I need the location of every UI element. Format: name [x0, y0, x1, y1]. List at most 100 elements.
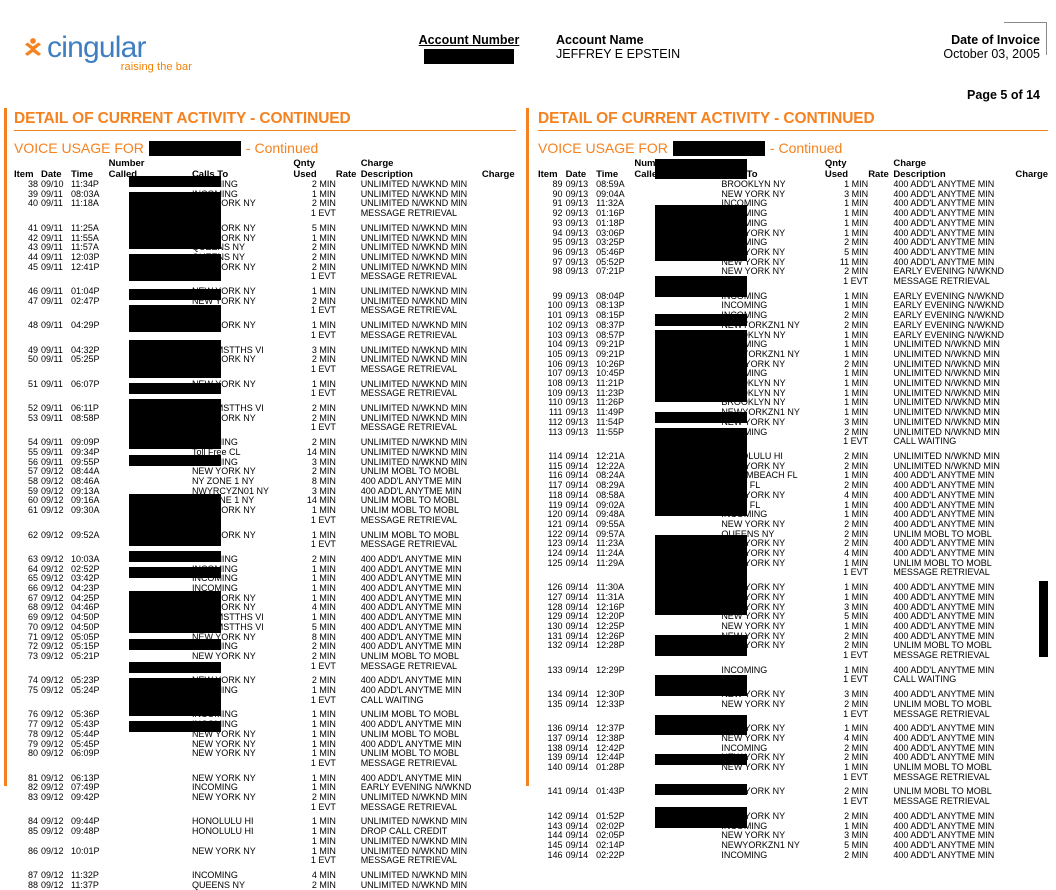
cell-desc: CALL WAITING — [893, 674, 957, 685]
cell-charge — [1015, 831, 1056, 841]
cell-date: 09/11 — [41, 446, 63, 457]
cell-number-called — [109, 749, 192, 759]
activity-columns: DETAIL OF CURRENT ACTIVITY - CONTINUED V… — [0, 108, 1056, 889]
cell-item: 146 — [547, 849, 563, 860]
cell-qty: 1 EVT — [310, 660, 336, 671]
cell-desc: UNLIMITED N/WKND MIN — [893, 348, 1000, 359]
cell-qty: 1 EVT — [843, 796, 869, 807]
cell-item — [14, 759, 41, 769]
cell-number-called — [109, 827, 192, 837]
cell-time: 12:22A — [596, 460, 625, 471]
cell-rate — [868, 690, 893, 700]
cell-rate — [868, 700, 893, 710]
cell-charge — [482, 759, 522, 769]
cell-number-called — [109, 209, 192, 219]
cell-to: NEW YORK NY — [721, 188, 786, 199]
cell-time: 01:52P — [596, 810, 625, 821]
cell-time — [596, 651, 634, 661]
cell-qty: 3 MIN — [844, 601, 869, 612]
cell-desc: UNLIM MOBL TO MOBL — [360, 529, 460, 540]
col-header-qnty-l2-right: Used — [824, 168, 849, 180]
account-name-value: JEFFREY E EPSTEIN — [556, 47, 681, 61]
cell-to: NEW YORK NY — [721, 548, 786, 559]
table-row: 1 MIN UNLIMITED N/WKND MIN — [14, 836, 522, 847]
table-row: 122 09/14 09:57A QUEENS NY 2 MIN UNLIM MOBL… — [538, 528, 1056, 540]
cell-charge — [1015, 603, 1056, 613]
cell-item: 67 — [27, 592, 38, 603]
cell-desc: UNLIMITED N/WKND MIN — [360, 403, 468, 414]
cell-qty: 1 MIN — [844, 582, 869, 593]
cell-item — [538, 437, 566, 447]
col-header-calls-to-left: Calls To — [192, 159, 293, 180]
cell-number-called — [109, 467, 192, 477]
cell-item: 114 — [548, 450, 563, 461]
cell-qty: 1 MIN — [844, 591, 869, 602]
cell-rate — [868, 340, 893, 350]
cell-qty: 1 MIN — [311, 685, 336, 696]
date-of-invoice-value: October 03, 2005 — [943, 47, 1040, 61]
cell-charge — [1015, 651, 1056, 661]
cell-time: 05:36P — [71, 709, 100, 720]
cell-charge — [1015, 340, 1056, 350]
cell-number-called — [109, 633, 192, 643]
cell-qty: 1 EVT — [310, 329, 336, 340]
cell-number-called — [109, 414, 192, 424]
cell-desc: CALL WAITING — [893, 436, 957, 447]
cell-date: 09/14 — [565, 499, 589, 510]
cell-desc: UNLIMITED N/WKND MIN — [893, 378, 1000, 389]
cell-time: 01:18P — [596, 217, 625, 228]
cell-time — [71, 389, 109, 399]
cell-rate — [868, 292, 893, 302]
cell-date: 09/14 — [565, 528, 589, 539]
cell-number-called — [634, 190, 721, 200]
cell-desc: UNLIMITED N/WKND MIN — [360, 320, 468, 331]
cell-rate — [868, 841, 893, 851]
cell-to: INCOMING — [721, 664, 768, 675]
cell-rate — [868, 559, 893, 569]
cell-charge — [482, 355, 522, 365]
cell-rate — [336, 827, 361, 837]
cell-charge — [482, 380, 522, 390]
column-right-accent-bar — [526, 108, 529, 786]
column-left-accent-bar — [4, 108, 7, 786]
cell-charge — [1015, 481, 1056, 491]
cell-date: 09/14 — [565, 752, 589, 763]
cell-item: 127 — [547, 591, 563, 602]
cell-desc: EARLY EVENING N/WKND — [893, 329, 1005, 340]
table-row: 82 09/12 07:49P INCOMING 1 MIN EARLY EVENIN… — [14, 783, 522, 793]
cell-number-called — [634, 219, 721, 229]
corner-rule-decoration — [1004, 22, 1047, 55]
col-header-qnty-l1-left: Qnty — [293, 158, 316, 169]
cell-time: 08:04P — [596, 290, 625, 301]
cell-time: 11:25A — [71, 222, 99, 233]
cell-date: 09/13 — [565, 290, 589, 301]
cell-rate — [868, 651, 893, 661]
cell-item — [538, 277, 566, 287]
cell-qty: 4 MIN — [844, 489, 869, 500]
cell-to: NEW YORK NY — [721, 358, 786, 369]
col-header-number-l1-right: Number — [634, 158, 671, 169]
cell-desc: UNLIMITED N/WKND MIN — [893, 339, 1000, 350]
activity-column-right: DETAIL OF CURRENT ACTIVITY - CONTINUED V… — [522, 108, 1056, 859]
cell-date — [41, 856, 71, 866]
cell-date: 09/14 — [565, 601, 589, 612]
cell-rate — [868, 398, 893, 408]
cell-number-called — [634, 292, 721, 302]
col-header-qnty-left: Qnty Used — [293, 158, 335, 180]
cell-item — [14, 540, 41, 550]
cell-item: 84 — [27, 816, 38, 827]
cell-qty: 1 MIN — [844, 198, 869, 209]
cell-to: QUEENS NY — [721, 528, 775, 539]
cell-qty: 2 MIN — [844, 810, 869, 821]
cell-charge — [1015, 311, 1056, 321]
cell-desc: 400 ADD'L ANYTME MIN — [360, 685, 462, 696]
cell-to: NY ZONE 1 NY — [191, 475, 255, 486]
table-row: 1 EVT MESSAGE RETRIEVAL — [14, 660, 522, 672]
cell-time — [596, 773, 634, 783]
cell-qty: 1 EVT — [843, 650, 869, 661]
cell-qty: 1 MIN — [311, 719, 336, 730]
cell-date: 09/14 — [565, 591, 589, 602]
cell-time: 11:49P — [596, 407, 624, 418]
cell-date: 09/12 — [41, 772, 64, 783]
cell-to: NEW YORK NY — [191, 728, 256, 739]
